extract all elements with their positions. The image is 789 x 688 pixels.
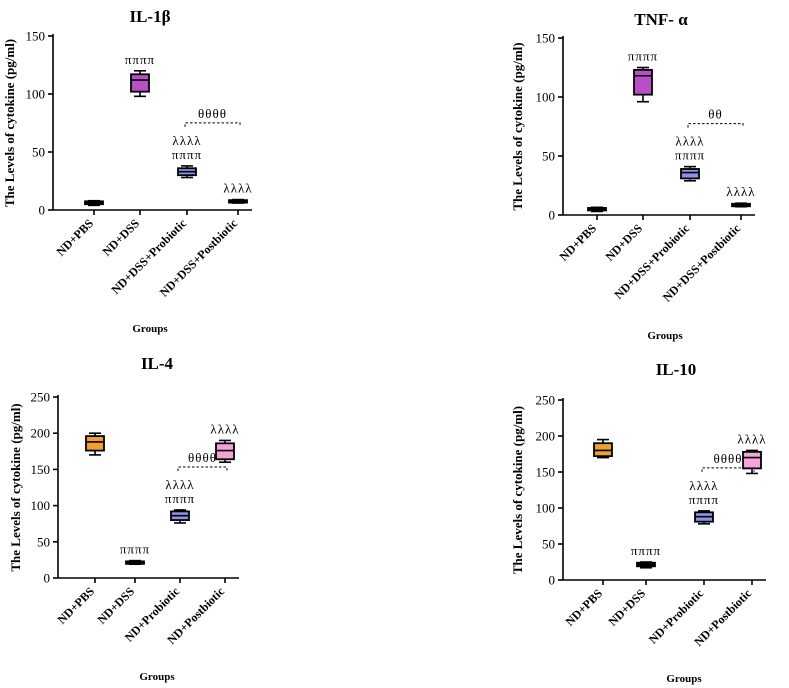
box-plot: [215, 439, 235, 463]
significance-marker: λλλλ: [737, 431, 766, 446]
box-iqr: [130, 73, 150, 93]
x-category-label: ND+DSS: [95, 584, 138, 627]
y-tick-label: 0: [39, 203, 46, 218]
x-category-label: ND+PBS: [55, 584, 98, 627]
y-tick-label: 150: [26, 29, 46, 44]
x-category-label: ND+DSS: [100, 216, 143, 259]
y-tick-label: 200: [31, 426, 51, 441]
significance-marker: λλλλ: [223, 181, 252, 196]
bracket-label: θθθθ: [188, 450, 217, 465]
chart-title: IL-10: [656, 360, 697, 379]
y-tick-label: 250: [536, 393, 556, 408]
y-axis-label: The Levels of cytokine (pg/ml): [510, 406, 525, 574]
box-plot: [228, 198, 248, 204]
y-tick-label: 200: [536, 429, 556, 444]
y-tick-label: 150: [536, 465, 556, 480]
box-iqr: [742, 450, 762, 470]
significance-marker: ππππ: [689, 492, 719, 507]
x-axis-label: Groups: [132, 323, 168, 335]
x-category-label: ND+DSS: [603, 221, 646, 264]
significance-marker: ππππ: [120, 542, 150, 557]
y-tick-label: 150: [31, 462, 51, 477]
x-category-label: ND+PBS: [557, 221, 600, 264]
y-tick-label: 100: [536, 501, 556, 516]
significance-marker: ππππ: [628, 49, 658, 64]
significance-bracket: [701, 467, 755, 472]
significance-marker: λλλλ: [172, 133, 201, 148]
box-plot: [742, 449, 762, 475]
bracket-label: θθθθ: [198, 106, 227, 121]
y-tick-label: 100: [26, 87, 46, 102]
y-tick-label: 50: [37, 534, 50, 549]
y-tick-label: 50: [32, 145, 45, 160]
chart-title: IL-4: [141, 354, 174, 373]
y-tick-label: 100: [536, 90, 556, 105]
bracket-label: θθ: [708, 107, 722, 122]
chart-il-1b: IL-1β The Levels of cytokine (pg/ml) 0 50 10…: [2, 7, 252, 335]
y-tick-label: 250: [31, 390, 51, 405]
significance-marker: λλλλ: [726, 184, 755, 199]
x-axis-label: Groups: [139, 671, 175, 683]
significance-marker: ππππ: [165, 491, 195, 506]
x-category-label: ND+PBS: [54, 216, 97, 259]
significance-bracket: [177, 466, 228, 471]
chart-title: IL-1β: [129, 7, 170, 26]
box-iqr: [680, 168, 700, 180]
significance-marker: λλλλ: [675, 134, 704, 149]
significance-bracket: [184, 122, 241, 127]
box-plot: [170, 509, 190, 524]
y-tick-label: 150: [536, 31, 556, 46]
box-plot: [593, 438, 613, 459]
y-tick-label: 0: [549, 573, 556, 588]
box-plot: [694, 510, 714, 525]
significance-marker: λλλλ: [210, 421, 239, 436]
significance-marker: ππππ: [675, 148, 705, 163]
significance-marker: ππππ: [631, 543, 661, 558]
box-iqr: [85, 435, 105, 452]
box-plot: [125, 559, 145, 566]
box-plot: [84, 199, 104, 207]
y-tick-label: 100: [31, 498, 51, 513]
significance-marker: λλλλ: [165, 477, 194, 492]
x-axis-label: Groups: [647, 330, 683, 342]
significance-marker: ππππ: [125, 52, 155, 67]
box-plot: [680, 165, 700, 182]
box-plot: [177, 165, 197, 179]
chart-il-10: IL-10 The Levels of cytokine (pg/ml) 0 50 10…: [510, 360, 766, 685]
x-category-label: ND+PBS: [563, 586, 606, 629]
x-axis-label: Groups: [666, 673, 702, 685]
y-axis-label: The Levels of cytokine (pg/ml): [510, 42, 525, 210]
box-plot: [636, 561, 656, 569]
y-tick-label: 50: [542, 537, 555, 552]
box-plot: [587, 206, 607, 213]
significance-bracket: [687, 123, 744, 128]
chart-tnf-alpha: TNF- α The Levels of cytokine (pg/ml) 0 50 1…: [510, 10, 755, 342]
y-tick-label: 0: [44, 571, 51, 586]
y-tick-label: 50: [542, 149, 555, 164]
y-axis-label: The Levels of cytokine (pg/ml): [8, 403, 23, 571]
y-tick-label: 0: [549, 208, 556, 223]
box-plot: [85, 432, 105, 456]
chart-il-4: IL-4 The Levels of cytokine (pg/ml) 0 50 100…: [8, 354, 239, 683]
y-axis-label: The Levels of cytokine (pg/ml): [2, 39, 17, 207]
chart-title: TNF- α: [634, 10, 688, 29]
significance-marker: λλλλ: [689, 478, 718, 493]
x-category-label: ND+DSS: [606, 586, 649, 629]
bracket-label: θθθθ: [714, 451, 743, 466]
box-plot: [633, 66, 653, 103]
box-plot: [130, 70, 150, 98]
box-iqr: [633, 68, 653, 96]
significance-marker: ππππ: [172, 147, 202, 162]
box-plot: [731, 202, 751, 208]
